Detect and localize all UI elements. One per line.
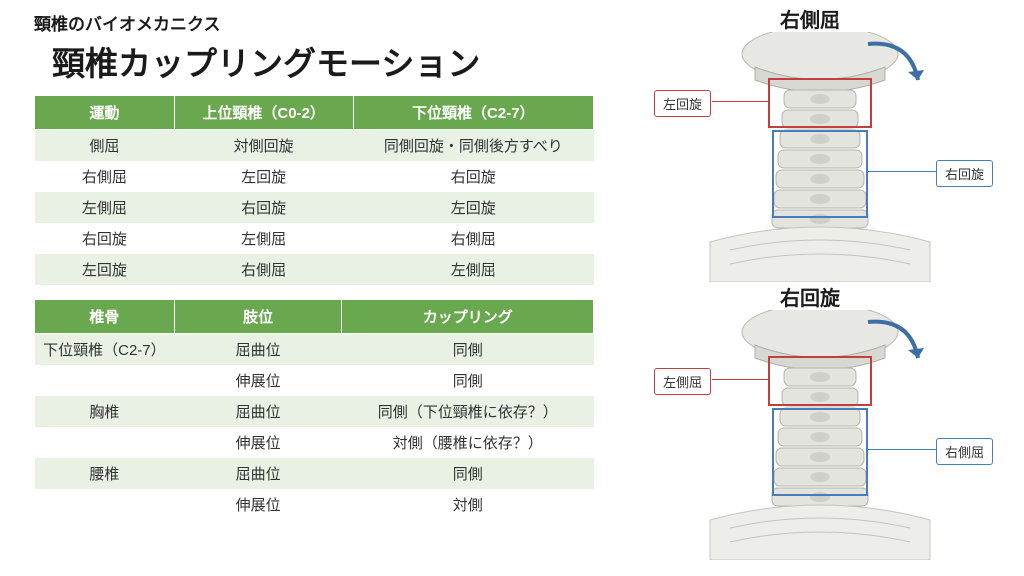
diagram1-title: 右側屈 <box>640 4 980 33</box>
table-row: 胸椎屈曲位同側（下位頸椎に依存？） <box>35 396 594 427</box>
overtitle: 頸椎のバイオメカニクス <box>34 10 604 35</box>
table-row: 伸展位同側 <box>35 365 594 396</box>
table-cell: 同側（下位頸椎に依存？） <box>342 396 594 427</box>
table-cell: 左回旋 <box>353 192 593 223</box>
leader-line <box>712 101 768 102</box>
t1-h0: 運動 <box>35 96 175 130</box>
table-cell <box>35 489 175 520</box>
upper-callout: 左側屈 <box>654 368 711 395</box>
table-row: 右回旋左側屈右側屈 <box>35 223 594 254</box>
table-cell: 同側 <box>342 334 594 366</box>
table-cell: 右側屈 <box>174 254 353 285</box>
table-cell: 伸展位 <box>174 489 342 520</box>
table-cell <box>35 365 175 396</box>
table-cell: 左側屈 <box>35 192 175 223</box>
t2-h0: 椎骨 <box>35 300 175 334</box>
table-cell: 対側（腰椎に依存？） <box>342 427 594 458</box>
coupling-table-2: 椎骨 肢位 カップリング 下位頸椎（C2-7）屈曲位同側伸展位同側胸椎屈曲位同側… <box>34 299 594 520</box>
leader-line <box>868 449 936 450</box>
table-cell: 左側屈 <box>174 223 353 254</box>
lower-callout: 右側屈 <box>936 438 993 465</box>
leader-line <box>868 171 936 172</box>
upper-cervical-box <box>768 356 872 406</box>
table-row: 側屈対側回旋同側回旋・同側後方すべり <box>35 130 594 162</box>
table-row: 伸展位対側 <box>35 489 594 520</box>
lower-cervical-box <box>772 130 868 218</box>
table-cell: 対側 <box>342 489 594 520</box>
table-row: 腰椎屈曲位同側 <box>35 458 594 489</box>
table-cell: 右側屈 <box>353 223 593 254</box>
table-cell: 右回旋 <box>353 161 593 192</box>
main-title: 頸椎カップリングモーション <box>52 37 604 85</box>
lower-cervical-box <box>772 408 868 496</box>
table-row: 右側屈左回旋右回旋 <box>35 161 594 192</box>
table-cell: 下位頸椎（C2-7） <box>35 334 175 366</box>
diagram-right-lateral-flexion: 右側屈 <box>640 4 1000 282</box>
table-cell: 屈曲位 <box>174 396 342 427</box>
table-cell: 側屈 <box>35 130 175 162</box>
t1-h1: 上位頸椎（C0-2） <box>174 96 353 130</box>
table-cell: 左回旋 <box>35 254 175 285</box>
table-cell: 屈曲位 <box>174 334 342 366</box>
lower-callout: 右回旋 <box>936 160 993 187</box>
coupling-table-1: 運動 上位頸椎（C0-2） 下位頸椎（C2-7） 側屈対側回旋同側回旋・同側後方… <box>34 95 594 285</box>
table-row: 左側屈右回旋左回旋 <box>35 192 594 223</box>
table-cell: 右側屈 <box>35 161 175 192</box>
upper-callout: 左回旋 <box>654 90 711 117</box>
table-cell: 同側 <box>342 458 594 489</box>
table-cell <box>35 427 175 458</box>
t1-h2: 下位頸椎（C2-7） <box>353 96 593 130</box>
diagram-right-rotation: 右回旋 <box>640 282 1000 560</box>
upper-cervical-box <box>768 78 872 128</box>
table-cell: 屈曲位 <box>174 458 342 489</box>
table-cell: 右回旋 <box>174 192 353 223</box>
table-row: 左回旋右側屈左側屈 <box>35 254 594 285</box>
table-cell: 腰椎 <box>35 458 175 489</box>
table-cell: 伸展位 <box>174 365 342 396</box>
diagram2-title: 右回旋 <box>640 282 980 311</box>
table-row: 下位頸椎（C2-7）屈曲位同側 <box>35 334 594 366</box>
table-cell: 右回旋 <box>35 223 175 254</box>
table-cell: 伸展位 <box>174 427 342 458</box>
table-cell: 対側回旋 <box>174 130 353 162</box>
table-cell: 同側回旋・同側後方すべり <box>353 130 593 162</box>
table-cell: 左回旋 <box>174 161 353 192</box>
t2-h2: カップリング <box>342 300 594 334</box>
table-cell: 左側屈 <box>353 254 593 285</box>
table-cell: 胸椎 <box>35 396 175 427</box>
table-cell: 同側 <box>342 365 594 396</box>
table-row: 伸展位対側（腰椎に依存？） <box>35 427 594 458</box>
leader-line <box>712 379 768 380</box>
t2-h1: 肢位 <box>174 300 342 334</box>
